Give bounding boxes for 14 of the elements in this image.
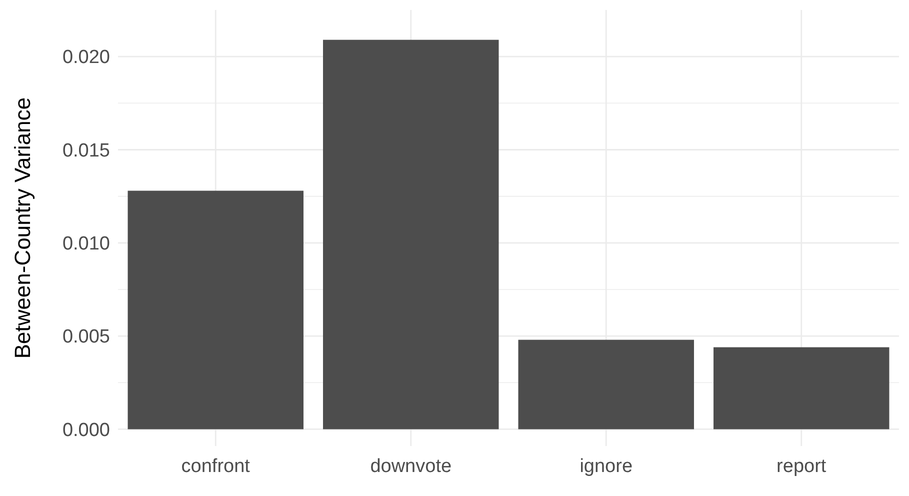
y-tick-label: 0.020 [62, 47, 110, 68]
bar [714, 347, 890, 430]
x-tick-label: downvote [370, 456, 452, 477]
x-tick-label: confront [181, 456, 251, 477]
y-tick-label: 0.005 [62, 326, 110, 348]
y-tick-label: 0.000 [62, 420, 110, 441]
y-tick-label: 0.010 [62, 234, 110, 255]
x-tick-label: report [776, 456, 827, 477]
y-tick-label: 0.015 [62, 140, 110, 162]
y-axis-title: Between-Country Variance [10, 97, 35, 359]
bar [518, 340, 694, 430]
bar [128, 190, 304, 430]
x-tick-label: ignore [580, 456, 633, 477]
bar [323, 40, 499, 430]
